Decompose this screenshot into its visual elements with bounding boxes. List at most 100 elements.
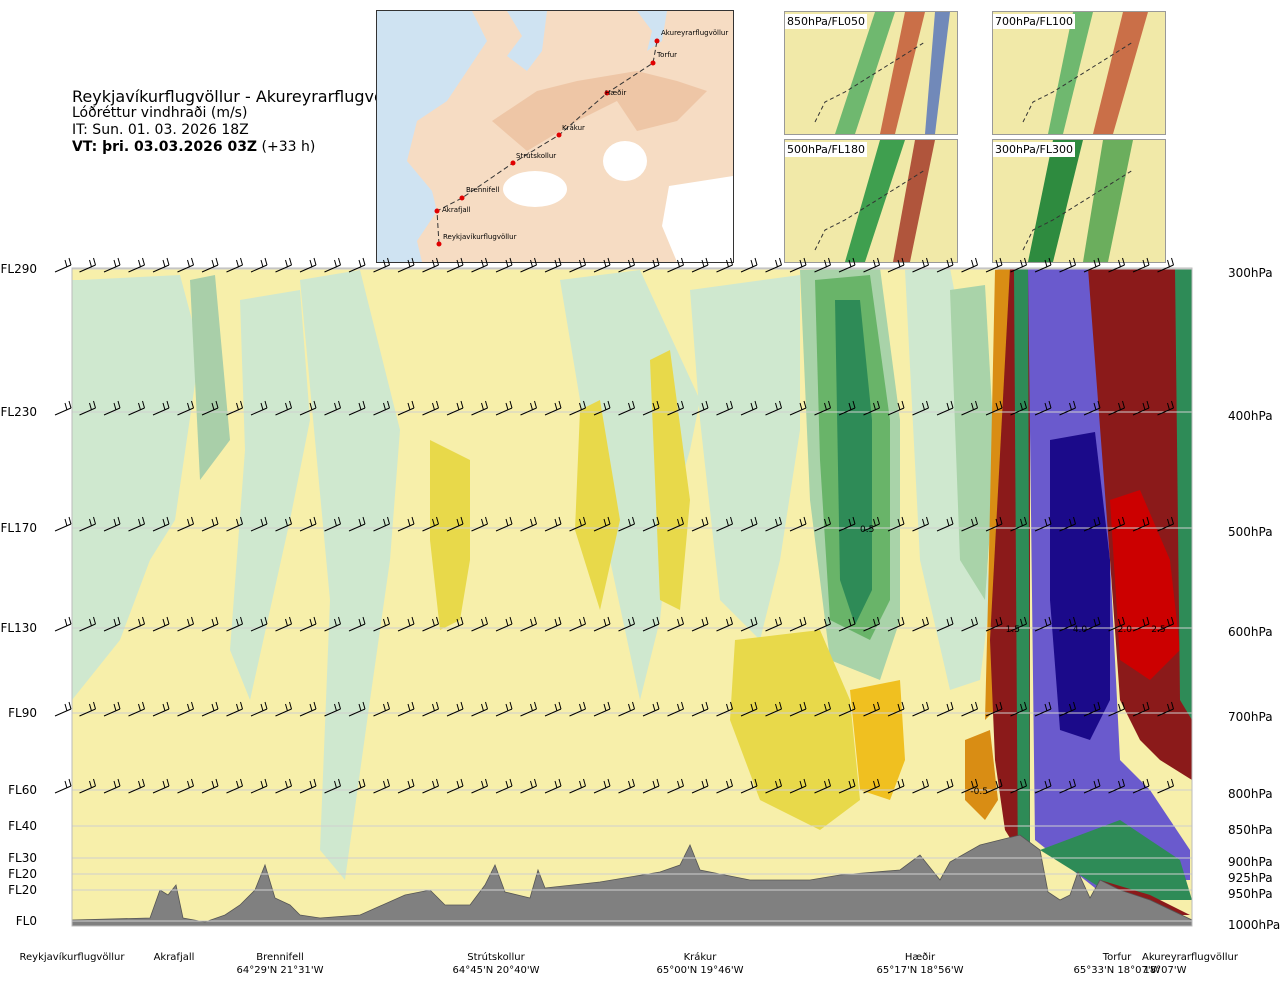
wind-barb <box>985 516 1003 532</box>
wind-barb <box>275 516 292 532</box>
wind-barb <box>985 778 1003 794</box>
pressure-level-label: 400hPa <box>1228 409 1273 423</box>
wind-barb <box>54 257 72 273</box>
wind-barb <box>1132 616 1150 632</box>
wind-barb <box>422 616 439 632</box>
velocity-band <box>1040 820 1192 900</box>
wind-barb <box>569 616 586 632</box>
wind-barb <box>691 257 709 273</box>
wind-barb <box>863 516 880 532</box>
wind-barb <box>716 778 733 794</box>
wind-barb <box>618 516 635 532</box>
map-label-akureyri: Akureyrarflugvöllur <box>661 29 728 37</box>
x-location-name: Krákur <box>684 951 718 963</box>
wind-barb <box>226 778 243 794</box>
wind-barb <box>520 701 537 717</box>
wind-barb <box>471 400 488 416</box>
thumbnail-850hpa[interactable]: 850hPa/FL050 <box>784 11 958 135</box>
flight-level-label: FL40 <box>8 819 37 833</box>
wind-barb <box>1157 516 1174 532</box>
wind-barb <box>985 400 1003 416</box>
wind-barb <box>544 778 562 794</box>
wind-barb <box>1034 616 1052 632</box>
wind-barb <box>128 616 145 632</box>
wind-barb <box>201 701 219 717</box>
wind-barb <box>1059 400 1076 416</box>
wind-barb <box>1157 701 1174 717</box>
wind-barb <box>79 616 96 632</box>
wind-barb <box>201 516 219 532</box>
wind-barb <box>1132 701 1150 717</box>
wind-barb <box>667 701 684 717</box>
wind-barb <box>618 701 635 717</box>
wind-barb <box>887 778 905 794</box>
wind-barb <box>397 400 415 416</box>
wind-barb <box>765 516 782 532</box>
velocity-band <box>230 290 310 700</box>
wind-barb <box>1083 778 1101 794</box>
wind-barb <box>152 616 170 632</box>
wind-barb <box>691 616 709 632</box>
wind-barb <box>495 516 513 532</box>
wind-barb <box>961 257 978 273</box>
wind-barb <box>593 616 611 632</box>
valid-time: VT: þri. 03.03.2026 03Z <box>72 139 258 155</box>
wind-barb <box>128 778 145 794</box>
wind-barb <box>495 778 513 794</box>
wind-barb <box>397 778 415 794</box>
wind-barb <box>740 257 758 273</box>
wind-barb <box>618 616 635 632</box>
contour-label: 2.0 <box>1118 625 1133 635</box>
wind-barb <box>495 616 513 632</box>
wind-barb <box>446 257 464 273</box>
wind-barb <box>838 257 856 273</box>
velocity-band <box>190 275 230 480</box>
plot-area <box>72 268 1192 926</box>
wind-barb <box>936 257 954 273</box>
pressure-level-label: 700hPa <box>1228 710 1273 724</box>
wind-barb <box>348 778 366 794</box>
wind-barb <box>520 616 537 632</box>
wind-barb <box>838 778 856 794</box>
wind-barb <box>103 257 121 273</box>
wind-barb <box>912 257 929 273</box>
wind-barb <box>789 616 807 632</box>
wind-barb <box>177 400 194 416</box>
wind-barb <box>593 701 611 717</box>
wind-barb <box>1108 778 1125 794</box>
wind-barb <box>373 516 390 532</box>
thumbnail-700hpa[interactable]: 700hPa/FL100 <box>992 11 1166 135</box>
wind-barb <box>912 778 929 794</box>
valid-offset: (+33 h) <box>257 139 316 155</box>
wind-barb <box>79 701 96 717</box>
wind-barb <box>128 257 145 273</box>
wind-barb <box>1059 257 1076 273</box>
wind-barb <box>128 701 145 717</box>
wind-barb <box>1132 257 1150 273</box>
x-location-coord: 64°45'N 20°40'W <box>453 965 540 976</box>
wind-barb <box>789 257 807 273</box>
thumbnail-500hpa[interactable]: 500hPa/FL180 <box>784 139 958 263</box>
wind-barb <box>226 701 243 717</box>
wind-barb <box>250 701 268 717</box>
thumbnail-850hpa-drawing <box>785 12 957 134</box>
wind-barb <box>201 257 219 273</box>
velocity-band <box>690 275 800 640</box>
wind-barb <box>373 701 390 717</box>
issue-time: IT: Sun. 01. 03. 2026 18Z <box>72 122 249 138</box>
thumbnail-300hpa[interactable]: 300hPa/FL300 <box>992 139 1166 263</box>
velocity-band <box>950 285 995 600</box>
wind-barb <box>765 778 782 794</box>
wind-barb <box>152 516 170 532</box>
wind-barb <box>789 701 807 717</box>
flight-level-label: FL20 <box>8 867 37 881</box>
route-map-drawing: Akureyrarflugvöllur Torfur Hæðir Krákur … <box>377 11 733 262</box>
velocity-band <box>730 630 860 830</box>
wind-barb <box>128 400 145 416</box>
wind-barb <box>446 778 464 794</box>
wind-barb <box>618 400 635 416</box>
wind-barb <box>299 257 317 273</box>
wind-barb <box>226 257 243 273</box>
wind-barb <box>642 701 660 717</box>
thumbnail-850hpa-label: 850hPa/FL050 <box>785 14 868 29</box>
